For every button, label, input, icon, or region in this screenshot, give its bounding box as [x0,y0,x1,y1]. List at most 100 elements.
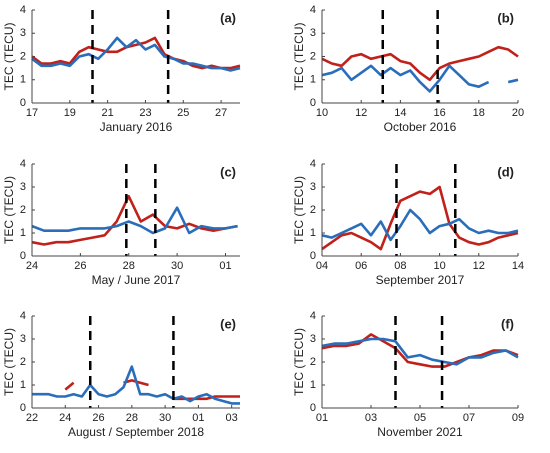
panel-label: (c) [220,164,236,179]
x-tick-label: 03 [226,412,238,424]
y-tick-label: 0 [20,97,26,109]
y-tick-label: 3 [20,27,26,39]
y-tick-label: 3 [310,27,316,39]
series-line [321,64,519,93]
y-tick-label: 0 [20,402,26,414]
x-tick-label: 23 [139,107,151,119]
x-axis-label: May / June 2017 [92,273,181,287]
y-axis-label: TEC (TECU) [292,176,306,244]
series-line [32,365,240,405]
y-tick-label: 0 [310,250,316,262]
x-tick-label: 01 [192,412,204,424]
series-line [321,208,519,242]
y-tick-label: 4 [20,158,26,170]
y-tick-label: 3 [310,181,316,193]
x-tick-label: 24 [26,260,38,272]
x-tick-label: 18 [473,107,485,119]
x-tick-label: 12 [473,260,485,272]
series-line [31,194,238,246]
x-tick-label: 01 [219,260,231,272]
y-tick-label: 1 [310,227,316,239]
x-tick-label: 12 [355,107,367,119]
y-tick-label: 3 [20,333,26,345]
x-axis-label: October 2016 [384,120,457,134]
x-tick-label: 28 [126,412,138,424]
y-tick-label: 4 [20,310,26,322]
x-tick-label: 05 [414,412,426,424]
series-line [321,337,519,366]
x-tick-label: 25 [177,107,189,119]
y-tick-label: 4 [310,310,316,322]
x-axis-label: August / September 2018 [68,425,204,439]
y-tick-label: 1 [20,74,26,86]
x-tick-label: 06 [355,260,367,272]
x-tick-label: 22 [26,412,38,424]
x-tick-label: 24 [59,412,71,424]
x-tick-label: 10 [433,260,445,272]
y-tick-label: 1 [20,227,26,239]
y-tick-label: 2 [310,50,316,62]
panel-label: (d) [497,164,514,179]
x-tick-label: 28 [123,260,135,272]
x-tick-label: 08 [394,260,406,272]
y-axis-label: TEC (TECU) [2,176,16,244]
x-tick-label: 10 [316,107,328,119]
x-tick-label: 20 [512,107,524,119]
y-tick-label: 4 [310,158,316,170]
x-axis-label: January 2016 [100,120,173,134]
y-tick-label: 3 [20,181,26,193]
y-tick-label: 2 [310,204,316,216]
y-tick-label: 1 [310,74,316,86]
x-tick-label: 01 [316,412,328,424]
series-line [321,333,519,368]
y-tick-label: 0 [310,402,316,414]
y-tick-label: 2 [310,356,316,368]
x-tick-label: 04 [316,260,328,272]
panel-label: (b) [497,10,514,25]
y-tick-label: 1 [310,379,316,391]
y-tick-label: 4 [20,4,26,16]
x-axis-label: November 2021 [377,425,463,439]
series-line [31,206,238,235]
x-tick-label: 26 [92,412,104,424]
x-tick-label: 09 [512,412,524,424]
x-tick-label: 19 [64,107,76,119]
y-tick-label: 4 [310,4,316,16]
x-tick-label: 30 [171,260,183,272]
x-tick-label: 07 [463,412,475,424]
y-tick-label: 2 [20,50,26,62]
y-axis-label: TEC (TECU) [2,328,16,396]
y-tick-label: 1 [20,379,26,391]
y-axis-label: TEC (TECU) [2,23,16,91]
x-tick-label: 14 [394,107,406,119]
y-tick-label: 2 [20,204,26,216]
y-axis-label: TEC (TECU) [292,328,306,396]
x-tick-label: 03 [365,412,377,424]
y-tick-label: 3 [310,333,316,345]
x-tick-label: 14 [512,260,524,272]
y-tick-label: 2 [20,356,26,368]
x-tick-label: 30 [159,412,171,424]
x-tick-label: 27 [215,107,227,119]
series-line [321,45,519,82]
x-tick-label: 21 [102,107,114,119]
y-tick-label: 0 [310,97,316,109]
panel-label: (e) [220,316,236,331]
y-tick-label: 0 [20,250,26,262]
x-axis-label: September 2017 [376,273,465,287]
series-line [31,36,241,72]
x-tick-label: 17 [26,107,38,119]
panel-label: (f) [501,316,514,331]
panel-label: (a) [220,10,236,25]
x-tick-label: 16 [433,107,445,119]
y-axis-label: TEC (TECU) [292,23,306,91]
series-line [321,185,519,251]
x-tick-label: 26 [74,260,86,272]
